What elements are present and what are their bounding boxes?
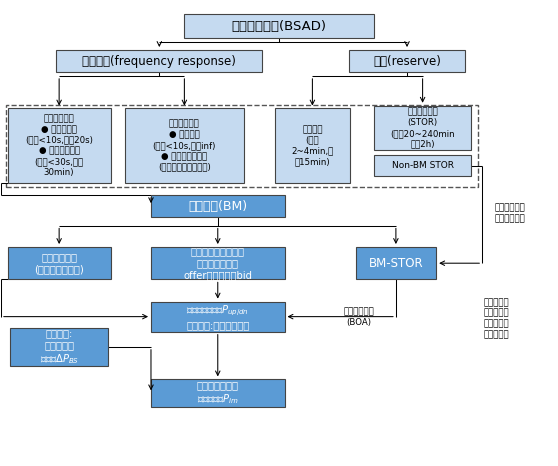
FancyBboxPatch shape [374, 155, 472, 176]
Text: 取备用稀缺
性价格和合
同价格两者
间的较大值: 取备用稀缺 性价格和合 同价格两者 间的较大值 [484, 298, 509, 339]
Text: 平衡服务调节(BSAD): 平衡服务调节(BSAD) [232, 20, 326, 33]
Text: 有偿频率响应
● 高频响应
(速度<10s,时长inf)
● 固定频率响应等
(技术要求视品种确定): 有偿频率响应 ● 高频响应 (速度<10s,时长inf) ● 固定频率响应等 (… [153, 120, 216, 171]
FancyBboxPatch shape [8, 109, 110, 183]
Text: Non-BM STOR: Non-BM STOR [392, 161, 454, 170]
Text: BM-STOR: BM-STOR [369, 257, 423, 270]
FancyBboxPatch shape [184, 14, 374, 38]
Text: 容量成本:
平衡服务调
整价格$\Delta P_{BS}$: 容量成本: 平衡服务调 整价格$\Delta P_{BS}$ [40, 328, 79, 366]
Text: 强制频率响应
● 主频率响应
(速度<10s,时长20s)
● 二次频率响应
(速度<30s,时长
30min): 强制频率响应 ● 主频率响应 (速度<10s,时长20s) ● 二次频率响应 (… [25, 114, 93, 177]
FancyBboxPatch shape [151, 195, 285, 217]
FancyBboxPatch shape [124, 109, 244, 183]
FancyBboxPatch shape [374, 106, 472, 151]
FancyBboxPatch shape [151, 379, 285, 407]
FancyBboxPatch shape [56, 50, 262, 72]
FancyBboxPatch shape [11, 328, 108, 366]
Text: 频率响应(frequency response): 频率响应(frequency response) [83, 55, 236, 68]
FancyBboxPatch shape [355, 247, 436, 280]
FancyBboxPatch shape [349, 50, 465, 72]
FancyBboxPatch shape [8, 247, 110, 280]
FancyBboxPatch shape [151, 247, 285, 280]
Text: 最终用于结算的
不平衡价格$P_{im}$: 最终用于结算的 不平衡价格$P_{im}$ [197, 380, 239, 406]
Text: 不平衡电量定价$P_{up/dn}$
定价方式:加权平均定价: 不平衡电量定价$P_{up/dn}$ 定价方式:加权平均定价 [186, 303, 249, 330]
Text: 窗口期激活后
参与平衡机制: 窗口期激活后 参与平衡机制 [495, 203, 526, 223]
Text: 备用(reserve): 备用(reserve) [373, 55, 441, 68]
Text: 快速备用
(速度
2~4min,时
间15min): 快速备用 (速度 2~4min,时 间15min) [291, 125, 334, 166]
Text: 短期运行备用
(STOR)
(速度20~240min
时长2h): 短期运行备用 (STOR) (速度20~240min 时长2h) [390, 107, 455, 149]
Text: 日前市场结束后的能
量报价上调报价
offer、下调报价bid: 日前市场结束后的能 量报价上调报价 offer、下调报价bid [183, 246, 252, 280]
FancyBboxPatch shape [275, 109, 350, 183]
Text: 被调用的报价
(BOA): 被调用的报价 (BOA) [343, 308, 374, 328]
Text: 紧急平衡备用
(最后的平衡措施): 紧急平衡备用 (最后的平衡措施) [34, 252, 84, 274]
FancyBboxPatch shape [151, 302, 285, 332]
Text: 平衡机制(BM): 平衡机制(BM) [188, 199, 247, 212]
